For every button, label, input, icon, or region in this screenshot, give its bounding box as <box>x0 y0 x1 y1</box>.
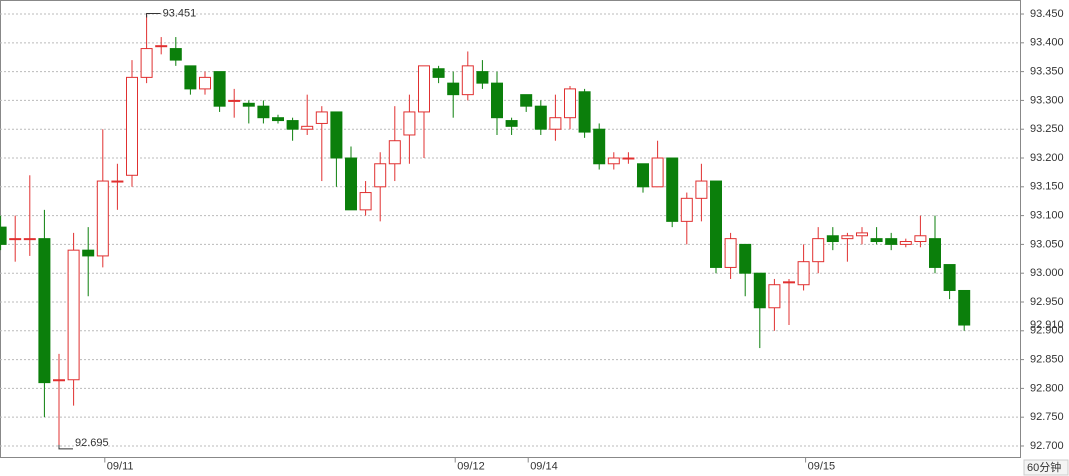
candle-body <box>359 192 372 211</box>
candle-body <box>812 238 825 263</box>
candle-body <box>914 235 927 243</box>
candle-body <box>257 105 270 119</box>
candle-body <box>140 48 153 78</box>
candle-body <box>67 249 80 381</box>
candle-body <box>505 120 518 127</box>
candle-body <box>797 261 810 286</box>
max-marker <box>146 12 161 18</box>
candle-body <box>549 117 562 130</box>
max-label: 93.451 <box>163 7 197 19</box>
candle-body <box>870 238 883 243</box>
candle-body <box>929 238 941 268</box>
candle-body <box>9 238 22 241</box>
period-box <box>1023 459 1069 476</box>
y-tick-label: 92.850 <box>1030 353 1064 365</box>
candle-body <box>169 48 182 61</box>
candle-body <box>403 111 416 136</box>
y-tick-label: 92.900 <box>1030 325 1064 337</box>
candle-body <box>315 111 328 124</box>
candle-body <box>593 128 606 165</box>
last-price-label: 92.910 <box>1030 319 1064 331</box>
candle-body <box>213 71 226 107</box>
candle-body <box>666 157 679 222</box>
candle-body <box>476 71 489 84</box>
min-label: 92.695 <box>75 437 109 449</box>
candle-body <box>0 226 7 245</box>
candle-body <box>534 105 547 130</box>
candle-body <box>228 99 241 102</box>
x-tick-label: 09/14 <box>530 460 558 472</box>
candle-body <box>826 235 839 243</box>
candle-body <box>126 76 138 176</box>
candle-body <box>461 65 474 96</box>
candle-body <box>286 120 299 130</box>
y-tick-label: 93.400 <box>1030 37 1064 49</box>
candle-body <box>651 157 664 188</box>
y-tick-label: 92.950 <box>1030 296 1064 308</box>
candle-body <box>111 180 124 183</box>
candle-body <box>432 68 445 78</box>
candle-body <box>885 238 898 245</box>
candle-body <box>739 243 752 274</box>
candle-body <box>695 180 708 199</box>
candle-body <box>272 117 284 122</box>
candle-body <box>330 111 343 159</box>
candle-body <box>856 232 868 237</box>
candle-body <box>374 163 387 188</box>
candle-body <box>53 379 65 382</box>
y-tick-label: 93.300 <box>1030 94 1064 106</box>
period-label: 60分钟 <box>1027 460 1061 474</box>
plot-frame <box>0 0 1021 458</box>
x-tick-label: 09/11 <box>107 460 134 472</box>
candle-body <box>23 238 36 241</box>
candle-body <box>768 284 781 309</box>
candle-body <box>607 157 620 165</box>
candle-body <box>564 88 576 119</box>
candle-body <box>38 238 51 384</box>
candle-body <box>242 102 255 107</box>
candle-body <box>841 235 854 240</box>
candle-body <box>418 65 430 113</box>
candle-body <box>637 163 649 188</box>
x-tick-label: 09/12 <box>457 460 485 472</box>
y-tick-label: 92.800 <box>1030 382 1064 394</box>
x-tick-label: 09/15 <box>808 460 836 472</box>
y-tick-label: 92.700 <box>1030 440 1064 452</box>
y-tick-label: 93.150 <box>1030 181 1064 193</box>
candle-body <box>82 249 95 257</box>
candle-body <box>710 180 722 268</box>
y-tick-label: 92.750 <box>1030 411 1064 423</box>
min-marker <box>58 444 73 450</box>
candle-body <box>184 65 197 90</box>
y-tick-label: 93.250 <box>1030 123 1064 135</box>
candle-body <box>345 157 357 211</box>
y-tick-label: 93.100 <box>1030 210 1064 222</box>
candle-body <box>724 238 737 268</box>
candle-body <box>783 281 795 284</box>
y-tick-label: 93.000 <box>1030 267 1064 279</box>
candle-body <box>680 197 693 222</box>
candle-body <box>96 180 109 257</box>
candle-body <box>899 241 912 245</box>
candle-body <box>301 125 314 130</box>
candle-body <box>491 82 503 119</box>
candle-body <box>753 272 766 309</box>
candle-body <box>388 140 401 165</box>
y-tick-label: 93.450 <box>1030 8 1064 20</box>
candle-body <box>520 94 533 107</box>
y-tick-label: 93.350 <box>1030 66 1064 78</box>
candle-body <box>958 289 971 326</box>
candle-body <box>943 264 956 291</box>
candle-body <box>447 82 460 96</box>
candle-body <box>199 76 211 90</box>
y-tick-label: 93.050 <box>1030 238 1064 250</box>
candle-body <box>155 45 168 48</box>
candle-body <box>578 91 591 133</box>
y-tick-label: 93.200 <box>1030 152 1064 164</box>
candle-body <box>622 157 635 160</box>
